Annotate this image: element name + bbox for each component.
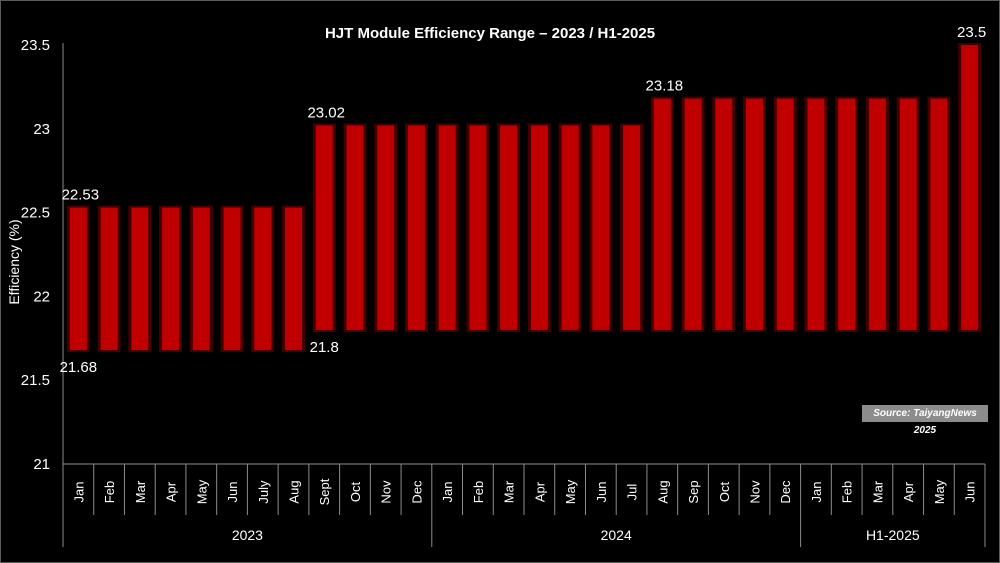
data-labels: 22.53 21.68 23.02 21.8 23.18 23.5 bbox=[60, 24, 987, 376]
y-tick-label: 23.5 bbox=[21, 37, 50, 54]
range-bar bbox=[254, 207, 272, 351]
y-tick-label: 22.5 bbox=[21, 205, 50, 222]
x-tick-label: Jun bbox=[963, 482, 978, 503]
range-bar bbox=[469, 125, 487, 330]
x-tick-label: Sept bbox=[317, 478, 332, 505]
x-tick-label: Feb bbox=[102, 481, 117, 503]
range-bar bbox=[776, 98, 794, 330]
bars bbox=[66, 43, 982, 353]
range-bar bbox=[715, 98, 733, 330]
x-tick-label: Mar bbox=[870, 480, 885, 503]
range-bar bbox=[377, 125, 395, 330]
group-label: 2023 bbox=[232, 527, 263, 543]
range-bar bbox=[684, 98, 702, 330]
y-axis-label: Efficiency (%) bbox=[6, 219, 22, 304]
range-bar bbox=[223, 207, 241, 351]
x-tick-label: Aug bbox=[287, 480, 302, 503]
x-tick-label: Jan bbox=[809, 482, 824, 503]
x-tick-label: Aug bbox=[655, 480, 670, 503]
x-tick-label: Mar bbox=[502, 480, 517, 503]
x-tick-label: Jan bbox=[71, 482, 86, 503]
x-tick-label: May bbox=[932, 479, 947, 504]
data-label: 22.53 bbox=[62, 187, 100, 204]
range-bar bbox=[192, 207, 210, 351]
range-bar bbox=[131, 207, 149, 351]
group-label: 2024 bbox=[601, 527, 632, 543]
data-label: 23.18 bbox=[646, 78, 684, 95]
x-tick-label: Dec bbox=[778, 480, 793, 504]
range-bar bbox=[500, 125, 518, 330]
range-bar bbox=[100, 207, 118, 351]
range-bar bbox=[530, 125, 548, 330]
x-tick-label: Dec bbox=[409, 480, 424, 504]
x-tick-label: Sep bbox=[686, 480, 701, 503]
x-tick-label: Jul bbox=[625, 484, 640, 501]
y-tick-label: 22 bbox=[33, 288, 50, 305]
range-bar bbox=[438, 125, 456, 330]
range-bar bbox=[69, 207, 87, 351]
x-tick-label: Nov bbox=[748, 480, 763, 504]
x-tick-label: Apr bbox=[532, 481, 547, 502]
x-tick-label: Oct bbox=[348, 482, 363, 503]
x-tick-label: Jun bbox=[594, 482, 609, 503]
y-tick-label: 21.5 bbox=[21, 372, 50, 389]
x-tick-label: May bbox=[194, 479, 209, 504]
x-tick-label: Jun bbox=[225, 482, 240, 503]
x-tick-label: Feb bbox=[471, 481, 486, 503]
range-bar bbox=[407, 125, 425, 330]
x-tick-label: July bbox=[256, 480, 271, 504]
x-tick-label: May bbox=[563, 479, 578, 504]
range-bar bbox=[961, 45, 979, 330]
data-label: 21.8 bbox=[310, 339, 339, 356]
x-tick-label: Mar bbox=[133, 480, 148, 503]
group-label: H1-2025 bbox=[866, 527, 920, 543]
range-bar bbox=[623, 125, 641, 330]
range-bar bbox=[162, 207, 180, 351]
x-tick-label: Nov bbox=[379, 480, 394, 504]
range-bar bbox=[561, 125, 579, 330]
y-tick-label: 21 bbox=[33, 456, 50, 473]
data-label: 23.02 bbox=[307, 104, 345, 121]
x-tick-label: Apr bbox=[164, 481, 179, 502]
range-bar bbox=[930, 98, 948, 330]
range-bar bbox=[868, 98, 886, 330]
y-tick-label: 23 bbox=[33, 121, 50, 138]
chart-title: HJT Module Efficiency Range – 2023 / H1-… bbox=[325, 25, 655, 42]
data-label: 21.68 bbox=[60, 359, 98, 376]
range-bar bbox=[315, 125, 333, 330]
range-bar bbox=[285, 207, 302, 351]
x-tick-label: Apr bbox=[901, 481, 916, 502]
axes: 21 21.5 22 22.5 23 23.5 Jan Feb Mar Apr May Jun July… bbox=[21, 37, 986, 547]
range-bar bbox=[592, 125, 610, 330]
x-tick-label: Oct bbox=[717, 482, 732, 503]
data-label: 23.5 bbox=[957, 24, 986, 41]
x-tick-label: Jan bbox=[440, 482, 455, 503]
range-bar bbox=[653, 98, 671, 330]
range-bar bbox=[899, 98, 917, 330]
x-tick-label: Feb bbox=[840, 481, 855, 503]
range-bar bbox=[807, 98, 825, 330]
range-bar bbox=[346, 125, 364, 330]
source-note: Source: TaiyangNews 2025 bbox=[862, 405, 988, 436]
range-bar bbox=[838, 98, 856, 330]
range-bar bbox=[746, 98, 763, 330]
